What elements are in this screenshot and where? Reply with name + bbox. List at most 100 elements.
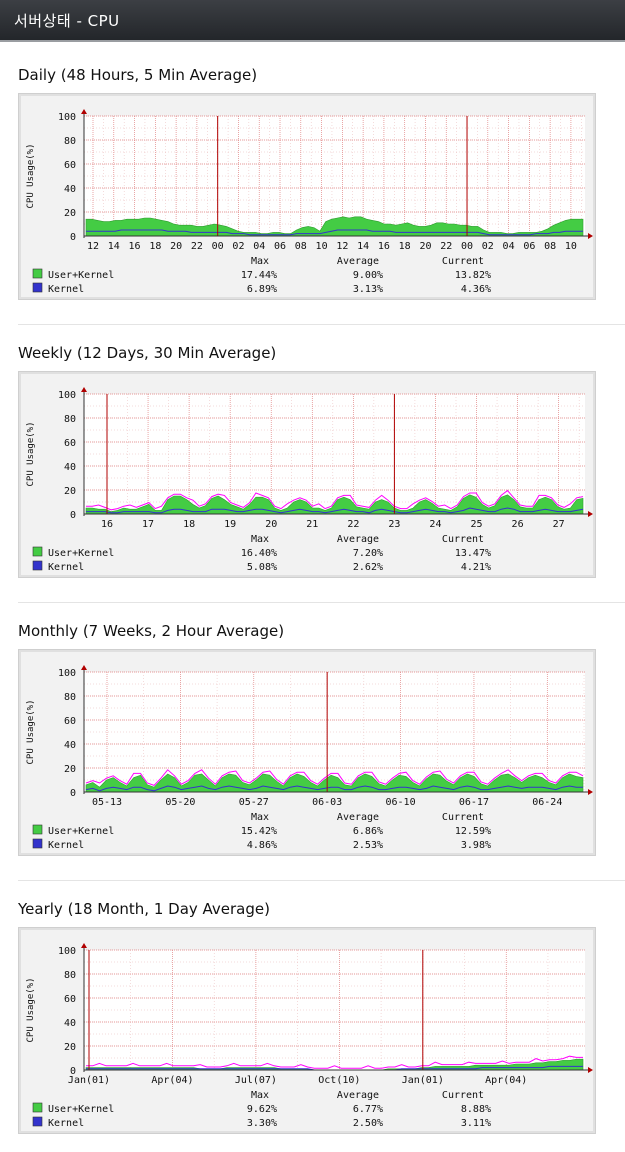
y-tick-label: 40 (64, 462, 76, 473)
x-tick-label: 25 (470, 519, 482, 530)
x-tick-label: 06-03 (312, 797, 342, 808)
legend-swatch-user-kernel (32, 1102, 43, 1113)
x-tick-label: 18 (183, 519, 195, 530)
y-axis-arrow (81, 665, 87, 670)
x-tick-label: 05-13 (92, 797, 122, 808)
chart-monthly: 0 20 40 60 80 100 05-13 05-20 05-27 06-03 06-10 06-… (18, 649, 596, 856)
stat-average: 6.77% (353, 1104, 383, 1115)
stats-header-average: Average (337, 256, 379, 267)
y-axis-arrow (81, 109, 87, 114)
y-tick-label: 60 (64, 438, 76, 449)
stats-header-average: Average (337, 534, 379, 545)
x-tick-label: 06 (274, 241, 286, 252)
x-tick-label: Jul(07) (235, 1075, 277, 1086)
legend-label: User+Kernel (48, 548, 114, 559)
y-tick-label: 100 (58, 668, 76, 679)
stat-current: 12.59% (455, 826, 491, 837)
x-tick-label: 08 (295, 241, 307, 252)
legend-swatch-kernel (32, 282, 43, 293)
stat-current: 4.21% (461, 562, 491, 573)
legend-swatch-user-kernel (32, 268, 43, 279)
stat-average: 6.86% (353, 826, 383, 837)
y-axis-arrow (81, 387, 87, 392)
legend-label: User+Kernel (48, 1104, 114, 1115)
stat-current: 8.88% (461, 1104, 491, 1115)
series-line-peak (86, 489, 584, 511)
stats-header-current: Current (442, 812, 484, 823)
x-tick-label: 22 (440, 241, 452, 252)
stat-average: 3.13% (353, 284, 383, 295)
x-tick-label: 14 (357, 241, 369, 252)
x-tick-label: 24 (429, 519, 441, 530)
stat-max: 4.86% (247, 840, 277, 851)
x-tick-label: 00 (461, 241, 473, 252)
x-tick-label: 27 (553, 519, 565, 530)
page-title: 서버상태 - CPU (14, 12, 120, 30)
x-tick-label: 16 (378, 241, 390, 252)
stat-average: 2.50% (353, 1118, 383, 1129)
legend-swatch-kernel (32, 838, 43, 849)
legend-label: User+Kernel (48, 826, 114, 837)
stats-header-current: Current (442, 256, 484, 267)
x-tick-label: 26 (512, 519, 524, 530)
x-tick-label: 04 (253, 241, 265, 252)
y-tick-label: 20 (64, 486, 76, 497)
x-tick-label: 20 (170, 241, 182, 252)
legend-label: Kernel (48, 562, 84, 573)
legend-swatch-user-kernel (32, 824, 43, 835)
y-tick-label: 80 (64, 692, 76, 703)
stat-max: 5.08% (247, 562, 277, 573)
x-tick-label: 18 (399, 241, 411, 252)
x-tick-label: 04 (503, 241, 515, 252)
x-tick-label: Apr(04) (485, 1075, 527, 1086)
stat-current: 13.47% (455, 548, 491, 559)
stats-header-max: Max (251, 812, 269, 823)
y-tick-label: 60 (64, 716, 76, 727)
x-tick-label: Jan(01) (402, 1075, 444, 1086)
x-tick-label: Oct(10) (318, 1075, 360, 1086)
section-divider (18, 324, 625, 325)
legend-label: Kernel (48, 1118, 84, 1129)
stats-header-max: Max (251, 256, 269, 267)
stats-header-average: Average (337, 1090, 379, 1101)
y-tick-label: 40 (64, 1018, 76, 1029)
stats-header-current: Current (442, 534, 484, 545)
stats-header-max: Max (251, 1090, 269, 1101)
x-tick-label: Apr(04) (151, 1075, 193, 1086)
y-tick-label: 20 (64, 1042, 76, 1053)
cpu-graph-monthly: 0 20 40 60 80 100 05-13 05-20 05-27 06-03 06-10 06-… (26, 665, 593, 851)
x-tick-label: 19 (224, 519, 236, 530)
y-axis-label: CPU Usage(%) (26, 977, 36, 1042)
stat-current: 4.36% (461, 284, 491, 295)
y-tick-label: 60 (64, 994, 76, 1005)
x-tick-label: 16 (101, 519, 113, 530)
x-tick-label: Jan(01) (68, 1075, 110, 1086)
legend-swatch-kernel (32, 1116, 43, 1127)
x-axis-arrow (588, 1067, 593, 1073)
x-tick-label: 02 (232, 241, 244, 252)
chart-daily: 0 20 40 60 80 100 12 14 16 18 20 22 00 02 04 06 08 10 12 14… (18, 93, 596, 300)
stats-header-max: Max (251, 534, 269, 545)
series-area-user-kernel (85, 216, 584, 237)
series-line-kernel (86, 229, 583, 236)
x-tick-label: 10 (565, 241, 577, 252)
x-tick-label: 00 (212, 241, 224, 252)
x-axis-arrow (588, 233, 593, 239)
cpu-graph-weekly: 0 20 40 60 80 100 16 17 18 19 20 21 22 23 24 25 26 27 CPU … (26, 387, 593, 573)
y-tick-label: 0 (70, 1066, 76, 1077)
y-tick-label: 100 (58, 390, 76, 401)
stat-current: 3.98% (461, 840, 491, 851)
y-tick-label: 0 (70, 232, 76, 243)
stat-max: 15.42% (241, 826, 277, 837)
y-tick-label: 40 (64, 184, 76, 195)
x-tick-label: 10 (316, 241, 328, 252)
stat-max: 6.89% (247, 284, 277, 295)
stat-average: 9.00% (353, 270, 383, 281)
x-tick-label: 06-10 (385, 797, 415, 808)
series-line-peak (86, 1055, 583, 1069)
section-title-monthly: Monthly (7 Weeks, 2 Hour Average) (18, 622, 285, 640)
series-area-user-kernel (85, 494, 584, 515)
x-tick-label: 06-17 (459, 797, 489, 808)
stat-max: 17.44% (241, 270, 277, 281)
